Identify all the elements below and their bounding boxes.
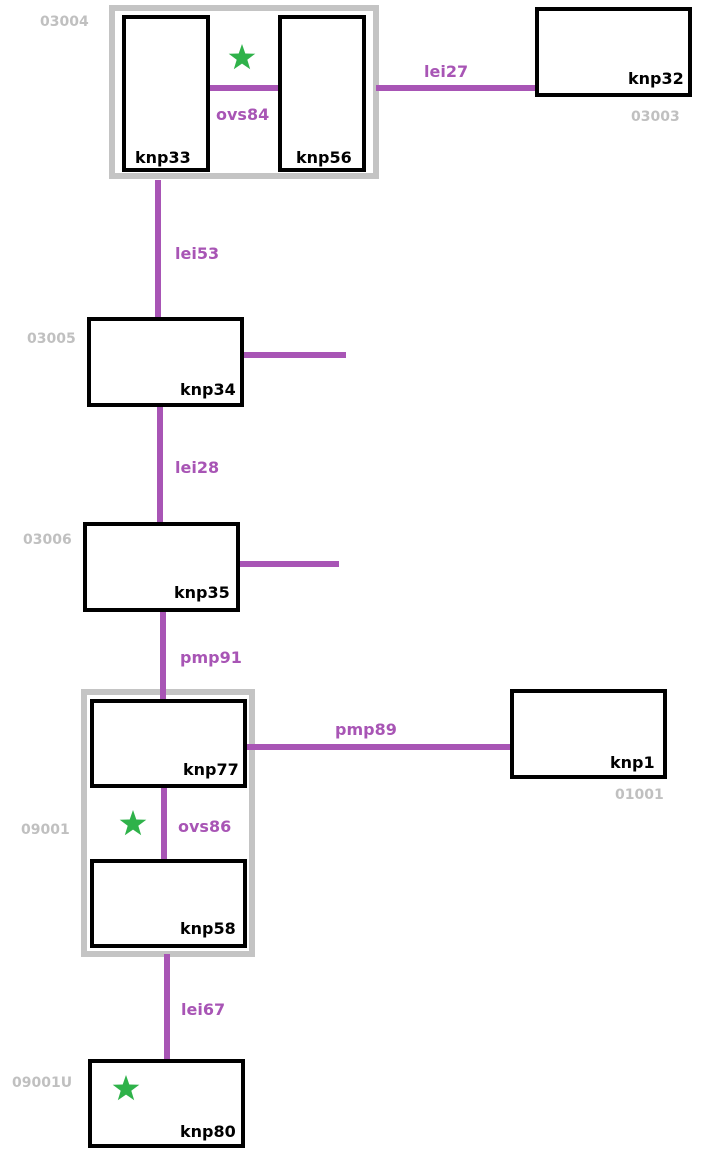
- id-label-03005: 03005: [27, 331, 76, 347]
- node-knp56[interactable]: [278, 15, 366, 172]
- edge-label-lei67: lei67: [181, 1000, 225, 1019]
- id-label-09001: 09001: [21, 822, 70, 838]
- node-knp35[interactable]: [83, 522, 240, 612]
- node-label-knp35: knp35: [174, 583, 230, 602]
- node-knp32[interactable]: [535, 7, 692, 97]
- node-label-knp1: knp1: [610, 753, 655, 772]
- node-label-knp34: knp34: [180, 380, 236, 399]
- node-label-knp56: knp56: [296, 148, 352, 167]
- id-label-03006: 03006: [23, 532, 72, 548]
- node-knp80[interactable]: [88, 1059, 245, 1148]
- node-knp77[interactable]: [90, 699, 247, 788]
- node-label-knp33: knp33: [135, 148, 191, 167]
- node-knp58[interactable]: [90, 859, 247, 948]
- edge-label-lei53: lei53: [175, 244, 219, 263]
- edge-label-ovs86: ovs86: [178, 817, 231, 836]
- id-label-09001U: 09001U: [12, 1075, 72, 1091]
- node-knp34[interactable]: [87, 317, 244, 407]
- node-label-knp80: knp80: [180, 1122, 236, 1141]
- id-label-01001: 01001: [615, 787, 664, 803]
- id-label-03004: 03004: [40, 14, 89, 30]
- edge-label-lei28: lei28: [175, 458, 219, 477]
- edge-label-ovs84: ovs84: [216, 105, 269, 124]
- edge-label-pmp91: pmp91: [180, 648, 242, 667]
- node-label-knp77: knp77: [183, 760, 239, 779]
- node-label-knp58: knp58: [180, 919, 236, 938]
- node-knp1[interactable]: [510, 689, 667, 779]
- edge-label-pmp89: pmp89: [335, 720, 397, 739]
- node-label-knp32: knp32: [628, 69, 684, 88]
- id-label-03003: 03003: [631, 109, 680, 125]
- node-knp33[interactable]: [122, 15, 210, 172]
- edge-label-lei27: lei27: [424, 62, 468, 81]
